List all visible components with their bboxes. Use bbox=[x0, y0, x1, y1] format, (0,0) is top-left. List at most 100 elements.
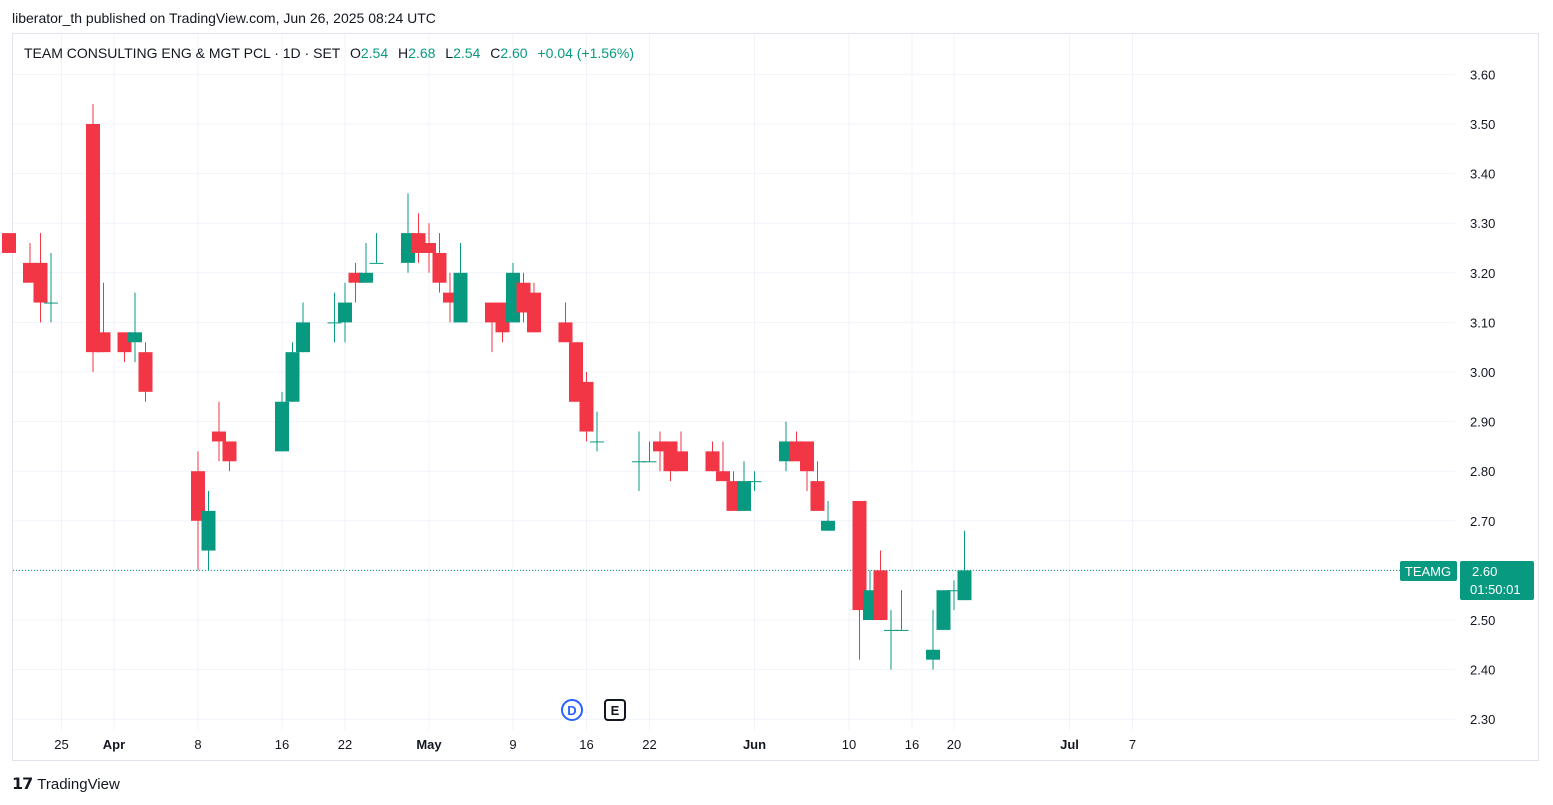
candle[interactable] bbox=[422, 223, 436, 273]
candle[interactable] bbox=[884, 610, 898, 670]
candle[interactable] bbox=[873, 550, 888, 620]
candles bbox=[2, 104, 972, 670]
candle-body bbox=[138, 352, 153, 392]
candle-body bbox=[422, 243, 436, 253]
candle[interactable] bbox=[359, 243, 373, 283]
candle-body bbox=[527, 292, 541, 333]
candle[interactable] bbox=[590, 411, 604, 452]
candle[interactable] bbox=[674, 431, 688, 472]
candle[interactable] bbox=[96, 282, 111, 353]
candle[interactable] bbox=[285, 342, 300, 402]
x-tick-label: Jun bbox=[743, 737, 766, 752]
candle[interactable] bbox=[642, 441, 657, 463]
candle-body bbox=[653, 441, 667, 452]
candle[interactable] bbox=[947, 580, 961, 611]
candle-body bbox=[201, 510, 216, 551]
high-label: H bbox=[398, 45, 409, 61]
ticker-tag-bg bbox=[1400, 561, 1457, 581]
candle[interactable] bbox=[327, 292, 342, 343]
x-tick-label: Apr bbox=[103, 737, 125, 752]
candle[interactable] bbox=[632, 431, 646, 492]
tradingview-logo[interactable]: 𝟭𝟳 TradingView bbox=[12, 774, 120, 794]
earnings-event-badge[interactable]: E bbox=[604, 699, 626, 721]
candle-body bbox=[590, 441, 604, 443]
candle-body bbox=[705, 451, 720, 472]
close-label: C bbox=[490, 45, 501, 61]
candle[interactable] bbox=[800, 441, 814, 492]
candle-body bbox=[873, 570, 888, 620]
candle[interactable] bbox=[705, 441, 720, 472]
candle[interactable] bbox=[821, 500, 835, 531]
candle-body bbox=[285, 352, 300, 402]
candle-body bbox=[432, 252, 447, 283]
candle-body bbox=[579, 381, 594, 432]
last-price-label: 2.60 bbox=[1472, 564, 1497, 579]
candle[interactable] bbox=[201, 491, 216, 571]
tradingview-logo-icon: 𝟭𝟳 bbox=[12, 776, 33, 793]
candle[interactable] bbox=[443, 272, 457, 323]
candle[interactable] bbox=[432, 233, 447, 293]
candle[interactable] bbox=[44, 252, 58, 323]
y-tick-label: 3.50 bbox=[1470, 117, 1495, 132]
x-tick-label: 20 bbox=[947, 737, 961, 752]
x-tick-label: 16 bbox=[275, 737, 289, 752]
candle[interactable] bbox=[894, 590, 909, 631]
grid-lines bbox=[13, 34, 1455, 730]
candle-body bbox=[369, 262, 384, 264]
candle-body bbox=[359, 272, 373, 283]
candle[interactable] bbox=[579, 372, 594, 442]
publish-info: liberator_th published on TradingView.co… bbox=[12, 10, 436, 26]
candle[interactable] bbox=[558, 302, 573, 343]
candle[interactable] bbox=[212, 401, 226, 462]
candle[interactable] bbox=[936, 590, 951, 630]
candle[interactable] bbox=[348, 262, 363, 303]
candle-body bbox=[212, 431, 226, 442]
chart-frame[interactable] bbox=[12, 33, 1539, 761]
open-value: 2.54 bbox=[360, 45, 389, 61]
candle[interactable] bbox=[33, 233, 48, 323]
candle[interactable] bbox=[128, 292, 142, 363]
candle[interactable] bbox=[926, 610, 940, 670]
candle[interactable] bbox=[2, 233, 16, 253]
time-axis: 25 Apr 8 16 22 May 9 16 22 Jun 10 16 20 Jul 7 bbox=[54, 737, 1136, 752]
candle-body bbox=[222, 441, 237, 462]
low-label: L bbox=[445, 45, 454, 61]
candle-body bbox=[96, 332, 111, 353]
candle[interactable] bbox=[338, 282, 352, 343]
y-tick-label: 3.30 bbox=[1470, 216, 1495, 231]
candle-body bbox=[632, 461, 646, 463]
x-tick-label: 22 bbox=[338, 737, 352, 752]
y-tick-label: 3.20 bbox=[1470, 266, 1495, 281]
candle-body bbox=[275, 401, 289, 452]
candle[interactable] bbox=[527, 282, 541, 333]
candle[interactable] bbox=[138, 342, 153, 402]
candle-body bbox=[821, 520, 835, 531]
candle-body bbox=[926, 649, 940, 660]
candle[interactable] bbox=[716, 441, 730, 482]
candle-body bbox=[737, 481, 751, 511]
y-tick-label: 2.80 bbox=[1470, 464, 1495, 479]
candle-body bbox=[852, 500, 867, 611]
low-value: 2.54 bbox=[453, 45, 481, 61]
candle[interactable] bbox=[810, 461, 825, 511]
candle[interactable] bbox=[275, 391, 289, 452]
y-tick-label: 2.50 bbox=[1470, 613, 1495, 628]
candle[interactable] bbox=[737, 461, 751, 511]
candle[interactable] bbox=[222, 441, 237, 472]
x-tick-label: 22 bbox=[642, 737, 656, 752]
candle[interactable] bbox=[453, 243, 468, 323]
dividend-event-badge[interactable]: D bbox=[561, 699, 583, 721]
candle[interactable] bbox=[957, 530, 972, 601]
candle[interactable] bbox=[653, 431, 667, 472]
candle[interactable] bbox=[747, 471, 762, 492]
candle[interactable] bbox=[191, 451, 205, 571]
candle[interactable] bbox=[86, 104, 100, 372]
x-tick-label: Jul bbox=[1060, 737, 1079, 752]
candle-body bbox=[947, 590, 961, 592]
candle[interactable] bbox=[296, 302, 310, 353]
candle[interactable] bbox=[852, 500, 867, 660]
candle[interactable] bbox=[369, 233, 384, 264]
candle-body bbox=[810, 481, 825, 511]
bar-countdown: 01:50:01 bbox=[1470, 582, 1521, 597]
